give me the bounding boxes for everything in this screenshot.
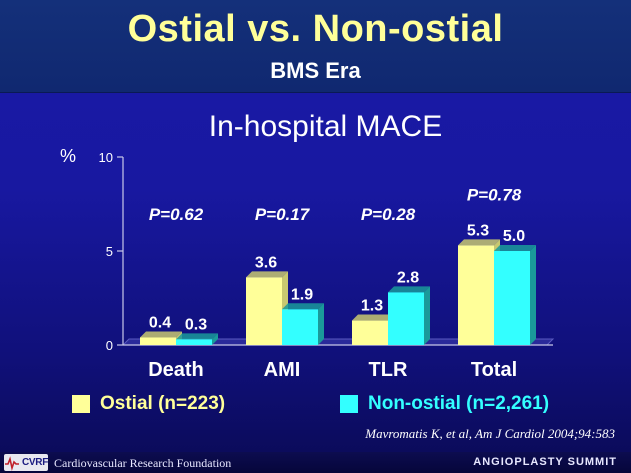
bar-ostial-tlr [352,320,388,345]
data-label: 3.6 [255,254,277,271]
logo-text: CVRF [22,457,49,468]
legend-item-non-ostial: Non-ostial (n=2,261) [340,393,549,415]
data-label: 0.3 [185,316,207,333]
heartbeat-icon [5,456,19,471]
legend-swatch-ostial [72,395,90,413]
bar-non-ostial-tlr [388,292,424,345]
bar-non-ostial-ami [282,309,318,345]
bar-ostial-total [458,245,494,345]
bar-top [176,333,218,340]
category-label: TLR [369,359,408,381]
p-value-label: P=0.78 [467,185,522,204]
event-name: ANGIOPLASTY SUMMIT [473,456,617,468]
chart-title: In-hospital MACE [208,110,443,143]
footer-bar: CVRF Cardiovascular Research Foundation … [0,452,631,473]
bar-non-ostial-total [494,251,530,345]
category-label: Death [148,359,204,381]
bar-top [282,303,324,310]
data-label: 5.0 [503,228,525,245]
legend-label-ostial: Ostial (n=223) [100,393,226,414]
y-tick-label: 10 [99,150,113,165]
p-value-label: P=0.28 [361,205,416,224]
bar-non-ostial-death [176,339,212,345]
bar-top [246,271,288,278]
y-axis-label: % [60,146,76,166]
category-label: Total [471,359,517,381]
y-tick-label: 5 [106,244,113,259]
y-tick-label: 0 [106,338,113,353]
bar-side [424,286,430,345]
cvrf-logo: CVRF [4,454,48,471]
citation: Mavromatis K, et al, Am J Cardiol 2004;9… [365,426,615,441]
slide-title: Ostial vs. Non-ostial [127,8,504,50]
p-value-label: P=0.62 [149,205,204,224]
title-banner: Ostial vs. Non-ostial BMS Era [0,0,631,93]
p-value-label: P=0.17 [255,205,311,224]
bar-ostial-ami [246,277,282,345]
legend-swatch-non-ostial [340,395,358,413]
category-label: AMI [264,359,301,381]
legend-label-non-ostial: Non-ostial (n=2,261) [368,393,550,414]
bar-side [530,245,536,345]
bar-top [352,314,394,321]
data-label: 2.8 [397,269,419,286]
organization-name: Cardiovascular Research Foundation [54,456,232,470]
data-label: 0.4 [149,314,171,331]
data-label: 5.3 [467,222,489,239]
slide-subtitle: BMS Era [270,58,361,83]
bar-side [318,303,324,345]
bar-ostial-death [140,337,176,345]
data-label: 1.9 [291,286,313,303]
legend-item-ostial: Ostial (n=223) [72,393,225,415]
data-label: 1.3 [361,298,383,315]
bar-top [458,239,500,246]
bar-top [494,245,536,251]
bar-top [140,331,182,338]
bar-top [388,286,430,293]
bar-side [212,333,218,345]
